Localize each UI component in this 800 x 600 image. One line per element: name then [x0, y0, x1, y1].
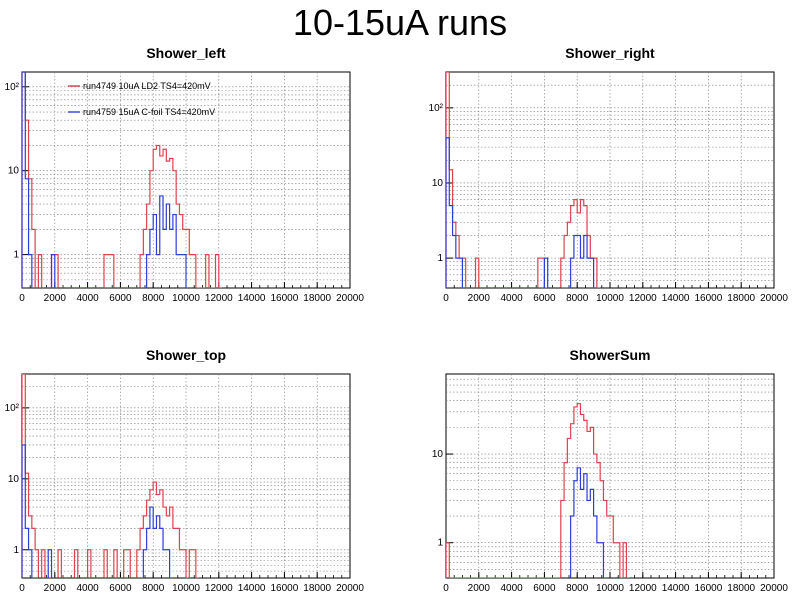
y-tick-label: 10 — [432, 178, 444, 189]
x-tick-label: 20000 — [760, 293, 788, 304]
x-tick-label: 0 — [19, 583, 25, 594]
x-tick-label: 4000 — [76, 583, 99, 594]
shower-right-panel: Shower_right 0 2000 4000 6000 8000 10000 12000 1… — [429, 45, 789, 304]
x-tick-label: 2000 — [468, 293, 491, 304]
x-tick-label: 10000 — [172, 583, 200, 594]
x-tick-label: 18000 — [303, 583, 331, 594]
x-tick-label: 20000 — [760, 583, 788, 594]
grid — [446, 72, 774, 288]
x-tick-label: 14000 — [238, 293, 266, 304]
legend-entry: run4759 15uA C-foil TS4=420mV — [83, 107, 215, 117]
x-tick-label: 10000 — [596, 583, 624, 594]
x-tick-label: 20000 — [336, 293, 364, 304]
x-tick-label: 14000 — [662, 293, 690, 304]
y-tick-label: 10² — [5, 403, 20, 414]
grid — [22, 72, 350, 288]
shower-sum-panel: ShowerSum 0 2000 4000 6000 8000 10000 12000 1400… — [432, 347, 788, 594]
x-tick-label: 18000 — [727, 293, 755, 304]
x-tick-label: 6000 — [533, 293, 556, 304]
grid — [22, 374, 350, 578]
x-tick-label: 4000 — [500, 293, 523, 304]
x-tick-label: 2000 — [468, 583, 491, 594]
x-tick-label: 12000 — [205, 583, 233, 594]
legend-entry: run4749 10uA LD2 TS4=420mV — [83, 81, 211, 91]
y-tick-label: 10 — [8, 166, 20, 177]
x-tick-label: 8000 — [142, 583, 165, 594]
x-tick-label: 6000 — [109, 583, 132, 594]
histogram-series-red — [446, 72, 601, 288]
chart-title: Shower_top — [146, 347, 226, 363]
y-tick-label: 10² — [429, 103, 444, 114]
histogram-series-red — [446, 403, 630, 578]
x-tick-label: 8000 — [566, 583, 589, 594]
x-tick-label: 12000 — [629, 583, 657, 594]
x-tick-label: 6000 — [533, 583, 556, 594]
x-tick-label: 18000 — [303, 293, 331, 304]
x-tick-label: 10000 — [172, 293, 200, 304]
x-tick-label: 14000 — [238, 583, 266, 594]
chart-title: ShowerSum — [570, 347, 651, 363]
shower-top-panel: Shower_top 0 2000 4000 6000 8000 10000 12000 140… — [5, 347, 365, 594]
x-tick-label: 16000 — [270, 293, 298, 304]
y-tick-label: 10 — [432, 449, 444, 460]
x-tick-label: 6000 — [109, 293, 132, 304]
y-tick-label: 1 — [13, 545, 19, 556]
x-tick-label: 12000 — [629, 293, 657, 304]
histogram-series-blue — [22, 72, 190, 288]
x-tick-label: 8000 — [566, 293, 589, 304]
x-tick-label: 4000 — [76, 293, 99, 304]
x-tick-label: 16000 — [694, 583, 722, 594]
x-tick-label: 8000 — [142, 293, 165, 304]
x-tick-label: 0 — [443, 583, 449, 594]
x-tick-label: 18000 — [727, 583, 755, 594]
x-tick-label: 2000 — [44, 583, 67, 594]
chart-title: Shower_right — [565, 45, 655, 61]
x-tick-label: 10000 — [596, 293, 624, 304]
y-tick-label: 1 — [437, 253, 443, 264]
y-tick-label: 10² — [5, 82, 20, 93]
x-tick-label: 2000 — [44, 293, 67, 304]
y-tick-label: 10 — [8, 474, 20, 485]
histogram-series-blue — [570, 467, 607, 578]
legend: run4749 10uA LD2 TS4=420mV run4759 15uA C… — [68, 81, 215, 117]
x-tick-label: 20000 — [336, 583, 364, 594]
histogram-series-red — [22, 374, 200, 578]
x-tick-label: 0 — [19, 293, 25, 304]
grid — [446, 374, 774, 578]
histogram-series-red — [22, 72, 223, 288]
slide-title: 10-15uA runs — [292, 2, 508, 43]
y-tick-label: 1 — [437, 538, 443, 549]
shower-left-panel: Shower_left 0 2000 4000 6000 8000 10000 12000 14… — [5, 45, 365, 304]
x-tick-label: 0 — [443, 293, 449, 304]
x-tick-label: 16000 — [270, 583, 298, 594]
x-tick-label: 16000 — [694, 293, 722, 304]
chart-title: Shower_left — [146, 45, 226, 61]
y-tick-label: 1 — [13, 250, 19, 261]
x-tick-label: 12000 — [205, 293, 233, 304]
x-tick-label: 4000 — [500, 583, 523, 594]
x-tick-label: 14000 — [662, 583, 690, 594]
histogram-series-blue — [22, 444, 173, 578]
histogram-series-blue — [446, 137, 597, 288]
